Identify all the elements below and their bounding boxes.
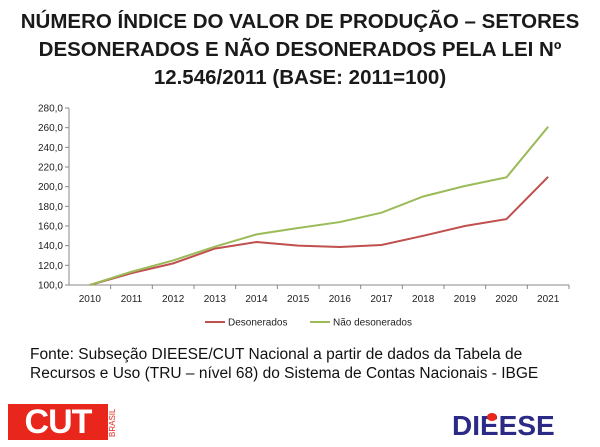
source-line: Recursos e Uso (TRU – nível 68) do Siste… — [30, 365, 539, 382]
title-line: DESONERADOS E NÃO DESONERADOS PELA LEI N… — [38, 38, 562, 61]
series-line-nao-desonerados — [89, 126, 549, 286]
y-tick-label: 260,0 — [38, 123, 63, 134]
series-line-desonerados — [89, 176, 549, 286]
x-tick-label: 2013 — [204, 294, 227, 305]
y-tick-label: 280,0 — [38, 104, 63, 115]
x-tick-label: 2016 — [329, 294, 352, 305]
y-tick-label: 140,0 — [38, 241, 63, 252]
legend-label: Não desonerados — [333, 318, 412, 329]
x-tick-label: 2011 — [121, 294, 143, 305]
x-tick-label: 2019 — [454, 294, 477, 305]
y-tick-label: 200,0 — [38, 182, 63, 193]
title-line: 12.546/2011 (BASE: 2011=100) — [153, 66, 447, 89]
line-chart: 100,0 120,0 140,0 160,0 180,0 200,0 220,0 240,0… — [38, 104, 570, 329]
y-tick-label: 100,0 — [38, 281, 63, 292]
x-tick-label: 2012 — [162, 294, 185, 305]
x-tick-label: 2015 — [287, 294, 310, 305]
legend-label: Desonerados — [228, 318, 287, 329]
cut-logo: CUT — [8, 404, 108, 440]
title-line: NÚMERO ÍNDICE DO VALOR DE PRODUÇÃO – SET… — [20, 10, 580, 33]
dieese-logo: DIEESE — [452, 410, 555, 441]
x-tick-label: 2010 — [79, 294, 102, 305]
x-tick-label: 2020 — [495, 294, 518, 305]
y-tick-label: 220,0 — [38, 163, 63, 174]
x-tick-label: 2014 — [245, 294, 268, 305]
source-line: Fonte: Subseção DIEESE/CUT Nacional a pa… — [30, 346, 523, 363]
y-tick-label: 240,0 — [38, 143, 63, 154]
x-tick-label: 2017 — [370, 294, 393, 305]
x-tick-label: 2018 — [412, 294, 435, 305]
chart-title: NÚMERO ÍNDICE DO VALOR DE PRODUÇÃO – SET… — [0, 8, 600, 92]
x-tick-label: 2021 — [537, 294, 560, 305]
y-tick-label: 120,0 — [38, 261, 63, 272]
y-tick-label: 160,0 — [38, 222, 63, 233]
source-note: Fonte: Subseção DIEESE/CUT Nacional a pa… — [30, 345, 538, 383]
y-tick-label: 180,0 — [38, 202, 63, 213]
dieese-logo-dot — [487, 413, 497, 421]
cut-brasil-logo-text: BRASIL — [108, 408, 117, 438]
